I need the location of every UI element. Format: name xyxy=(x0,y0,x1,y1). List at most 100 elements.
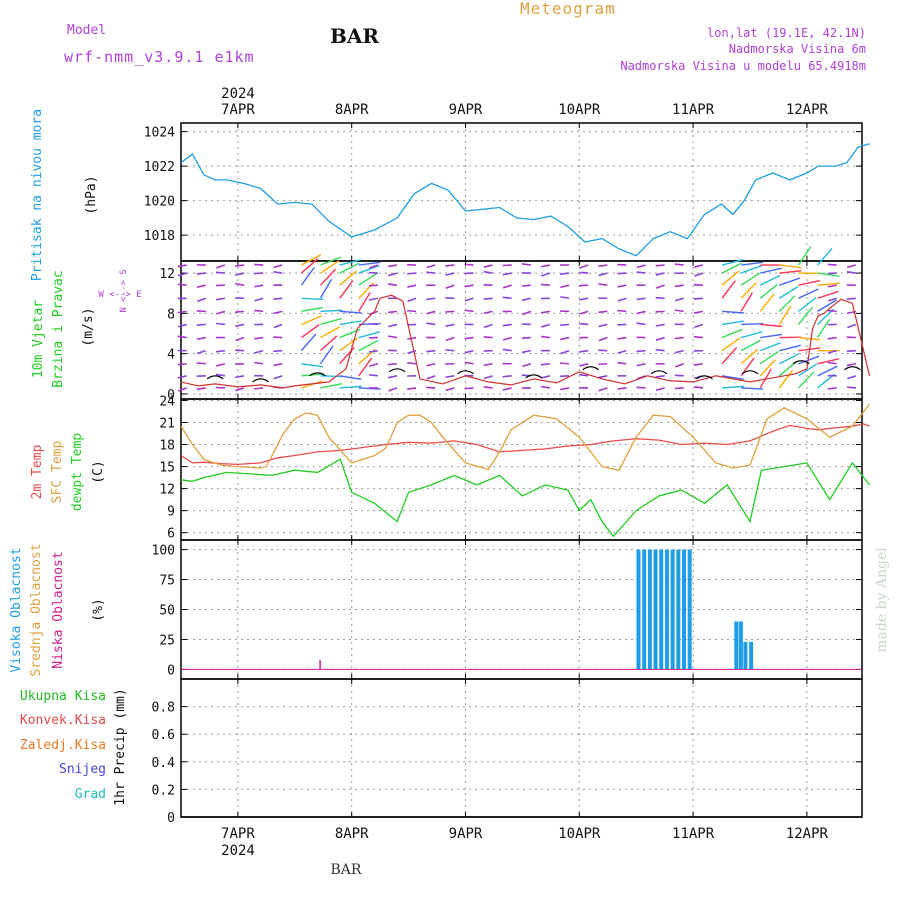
top-year-label: 2024 xyxy=(221,86,255,102)
wind-arrow xyxy=(598,336,608,342)
wind-arrow xyxy=(827,349,837,354)
wind-arrow xyxy=(694,272,704,277)
wind-arrow xyxy=(598,283,608,286)
wind-arrow xyxy=(759,293,775,312)
wind-arrow xyxy=(779,353,800,365)
wind-arrow xyxy=(617,272,627,275)
wind-arrow xyxy=(598,272,608,277)
wind-arrow xyxy=(339,310,362,314)
temp-sfc-line xyxy=(180,403,871,471)
wind-gust-mark xyxy=(457,370,474,375)
wind-arrow xyxy=(339,270,357,286)
wind-arrow xyxy=(817,358,840,365)
wind-arrow xyxy=(445,323,455,327)
wind-arrow xyxy=(817,272,840,277)
y-tick-label: 6 xyxy=(167,527,175,542)
wind-arrow xyxy=(301,315,322,326)
y-tick-label: 1022 xyxy=(144,160,175,175)
wind-arrow xyxy=(741,322,764,326)
wind-arrow xyxy=(177,323,187,328)
cloud-high-bar xyxy=(734,621,739,670)
wind-gust-mark xyxy=(525,374,543,379)
y-tick-label: 0.6 xyxy=(152,728,175,743)
wind-arrow xyxy=(235,323,245,328)
panel-frame xyxy=(180,122,863,262)
wind-arrow xyxy=(235,375,245,379)
wind-arrow xyxy=(254,361,264,365)
wind-arrow xyxy=(177,362,187,366)
wind-arrow xyxy=(827,387,837,390)
wind-arrow xyxy=(817,318,831,338)
wind-arrow xyxy=(273,297,283,301)
wind-arrow xyxy=(655,336,665,341)
wind-arrow xyxy=(216,310,226,315)
wind-arrow xyxy=(817,290,839,299)
wind-arrow xyxy=(846,297,856,301)
wind-arrow xyxy=(674,349,684,354)
wind-arrow xyxy=(674,297,684,302)
wind-gust-mark xyxy=(582,366,600,371)
wind-arrow xyxy=(560,272,570,275)
wind-arrow xyxy=(177,272,187,277)
wind-arrow xyxy=(387,310,398,314)
wind-arrow xyxy=(339,280,354,299)
wind-arrow xyxy=(655,387,665,392)
wind-arrow xyxy=(674,336,684,340)
wind-arrow xyxy=(798,363,818,377)
wind-arrow xyxy=(177,310,187,314)
wind-arrow xyxy=(721,346,738,365)
wind-gust-mark xyxy=(844,366,861,371)
wind-arrow xyxy=(387,362,398,366)
wind-arrow xyxy=(407,309,417,313)
wind-arrow xyxy=(674,309,684,313)
wind-arrow xyxy=(369,264,379,269)
model-label: Model xyxy=(67,23,106,38)
wind-arrow xyxy=(827,336,837,340)
wind-arrow xyxy=(827,361,837,365)
wind-arrow xyxy=(300,266,315,286)
y-tick-label: 1020 xyxy=(144,195,175,210)
wind-arrow xyxy=(827,309,837,313)
wind-arrow xyxy=(693,335,703,339)
wind-arrow xyxy=(196,387,206,391)
wind-arrow xyxy=(846,386,856,389)
wind-arrow xyxy=(693,264,704,268)
wind-arrow xyxy=(598,310,608,314)
wind-arrow xyxy=(560,336,570,341)
wind-arrow xyxy=(254,284,264,288)
wind-arrow xyxy=(598,362,608,366)
wind-arrow xyxy=(483,336,493,339)
y-tick-label: 1018 xyxy=(144,229,175,244)
wind-arrow xyxy=(197,297,207,303)
wind-arrow xyxy=(617,349,627,354)
cloud-high-bar xyxy=(670,549,675,670)
cloud-high-bar xyxy=(681,549,686,670)
wind-arrow xyxy=(779,264,802,269)
wind-arrow xyxy=(388,272,398,277)
wind-arrow xyxy=(522,362,532,368)
wind-arrow xyxy=(426,310,436,315)
wind-arrow xyxy=(617,387,627,390)
wind-arrow xyxy=(817,365,838,377)
wind-arrow xyxy=(797,246,812,266)
y-tick-label: 4 xyxy=(167,348,175,363)
wind-arrow xyxy=(522,310,532,316)
wind-arrow xyxy=(215,349,226,353)
wind-arrow xyxy=(483,270,493,274)
wind-arrow xyxy=(216,362,226,367)
wind-arrow xyxy=(759,359,776,377)
wind-arrow xyxy=(319,345,334,365)
wind-arrow xyxy=(560,362,570,365)
wind-arrow xyxy=(235,310,245,313)
wind-arrow xyxy=(579,373,589,377)
wind-arrow xyxy=(721,385,745,389)
wind-arrow xyxy=(540,310,551,314)
wind-arrow xyxy=(798,279,821,286)
precip-unit-label: 1hr Precip (mm) xyxy=(113,688,128,805)
wind-arrow xyxy=(300,258,319,274)
wind-arrow xyxy=(426,375,436,380)
wind-arrow xyxy=(445,387,455,392)
wind-arrow xyxy=(483,375,493,380)
wind-gust-mark xyxy=(252,378,270,383)
wind-arrow xyxy=(827,297,837,302)
